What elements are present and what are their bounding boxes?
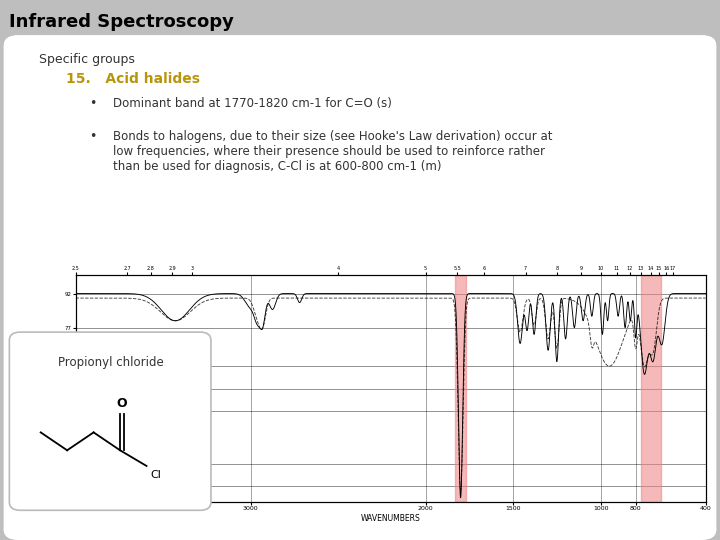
Text: Bonds to halogens, due to their size (see Hooke's Law derivation) occur at
low f: Bonds to halogens, due to their size (se… — [113, 131, 552, 173]
Text: Propionyl chloride: Propionyl chloride — [58, 356, 164, 369]
Text: •: • — [89, 131, 96, 144]
Text: Infrared Spectroscopy: Infrared Spectroscopy — [9, 14, 234, 31]
Text: •: • — [89, 97, 96, 110]
Text: O: O — [117, 397, 127, 410]
X-axis label: WAVENUMBERS: WAVENUMBERS — [361, 514, 420, 523]
Bar — [455, 275, 466, 502]
Y-axis label: ABSORBANCE: ABSORBANCE — [57, 367, 62, 410]
Bar — [641, 275, 661, 502]
Text: Cl: Cl — [150, 470, 161, 481]
Text: Specific groups: Specific groups — [39, 53, 135, 66]
Text: Dominant band at 1770-1820 cm-1 for C=O (s): Dominant band at 1770-1820 cm-1 for C=O … — [113, 97, 392, 110]
Text: 15.   Acid halides: 15. Acid halides — [66, 72, 199, 86]
